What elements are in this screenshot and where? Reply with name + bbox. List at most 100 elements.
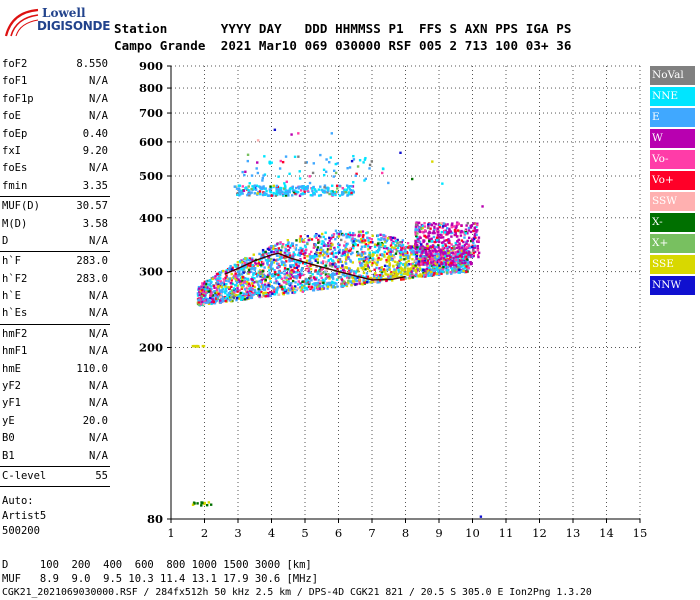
echo-point — [235, 278, 238, 282]
echo-point — [404, 257, 408, 261]
echo-point — [363, 259, 367, 262]
echo-point — [238, 260, 242, 263]
echo-point — [364, 268, 367, 271]
echo-point — [213, 302, 217, 305]
echo-point — [419, 246, 423, 249]
echo-point — [299, 251, 302, 255]
echo-point — [393, 268, 396, 271]
echo-point — [291, 279, 295, 283]
echo-point — [470, 224, 474, 227]
echo-point — [423, 222, 426, 225]
echo-point — [272, 286, 275, 290]
echo-point — [219, 271, 223, 274]
echo-point — [464, 228, 468, 231]
echo-point — [330, 252, 334, 255]
echo-point — [320, 268, 324, 271]
echo-point — [328, 277, 331, 280]
stray-echo-point — [290, 133, 293, 136]
echo-point — [347, 251, 350, 254]
echo-point — [258, 294, 261, 297]
echo-point — [312, 162, 315, 165]
echo-point — [331, 280, 334, 284]
echo-point — [321, 278, 325, 282]
echo-point — [434, 222, 437, 226]
echo-point — [430, 273, 433, 276]
echo-point — [349, 188, 352, 192]
echo-point — [329, 283, 333, 287]
echo-point — [269, 280, 272, 283]
echo-point — [289, 288, 292, 292]
echo-point — [432, 273, 435, 277]
echo-point — [260, 272, 263, 275]
echo-point — [414, 227, 418, 231]
echo-point — [446, 232, 449, 236]
echo-point — [411, 262, 414, 266]
echo-point — [252, 187, 256, 190]
echo-point — [352, 239, 355, 243]
echo-point — [346, 233, 350, 236]
param-value: N/A — [89, 92, 108, 105]
echo-point — [464, 261, 467, 264]
file-info: CGK21_2021069030000.RSF / 284fx512h 50 k… — [2, 587, 592, 598]
echo-point — [411, 273, 414, 276]
echo-point — [448, 228, 451, 232]
echo-point — [307, 282, 311, 286]
echo-point — [198, 290, 201, 294]
echo-point — [241, 279, 244, 283]
echo-point — [230, 296, 233, 299]
echo-point — [257, 191, 260, 194]
echo-point — [237, 278, 240, 281]
echo-point — [309, 193, 313, 197]
echo-point — [384, 269, 388, 272]
echo-point — [270, 250, 273, 254]
echo-point — [375, 243, 379, 247]
echo-point — [385, 247, 388, 250]
echo-point — [302, 239, 305, 242]
echo-point — [357, 234, 361, 238]
echo-point — [436, 269, 440, 273]
echo-point — [263, 193, 267, 197]
echo-point — [386, 264, 389, 268]
echo-point — [279, 241, 282, 244]
echo-point — [202, 286, 206, 289]
echo-point — [441, 268, 445, 271]
echo-point — [219, 301, 223, 304]
echo-point — [287, 280, 290, 283]
echo-point — [259, 185, 262, 189]
echo-point — [393, 246, 396, 249]
echo-point — [272, 184, 275, 188]
echo-point — [345, 235, 349, 238]
echo-point — [428, 264, 432, 267]
legend-item-w: W — [650, 129, 695, 148]
echo-point — [243, 262, 247, 265]
echo-point — [462, 240, 465, 244]
echo-point — [402, 246, 406, 249]
echo-point — [333, 246, 336, 250]
echo-point — [428, 231, 432, 235]
echo-point — [261, 179, 264, 182]
echo-point — [457, 262, 460, 266]
echo-point — [360, 257, 363, 261]
echo-point — [306, 186, 309, 190]
echo-point — [200, 285, 203, 288]
echo-point — [456, 260, 460, 263]
echo-point — [406, 267, 410, 270]
echo-point — [240, 273, 244, 276]
echo-point — [284, 257, 287, 260]
echo-point — [199, 298, 202, 301]
param-key: foEs — [2, 162, 28, 175]
stray-echo-point — [256, 139, 260, 142]
echo-point — [462, 250, 465, 253]
echo-point — [429, 245, 432, 249]
echo-point — [424, 252, 428, 255]
echo-point — [387, 275, 390, 278]
echo-point — [306, 288, 309, 291]
echo-point — [261, 186, 265, 189]
echo-point — [391, 236, 395, 240]
echo-point — [339, 260, 342, 263]
echo-point — [406, 264, 409, 267]
stray-echo-point — [273, 128, 277, 132]
echo-point — [466, 239, 469, 243]
echo-point — [373, 245, 377, 249]
echo-point — [431, 267, 435, 270]
